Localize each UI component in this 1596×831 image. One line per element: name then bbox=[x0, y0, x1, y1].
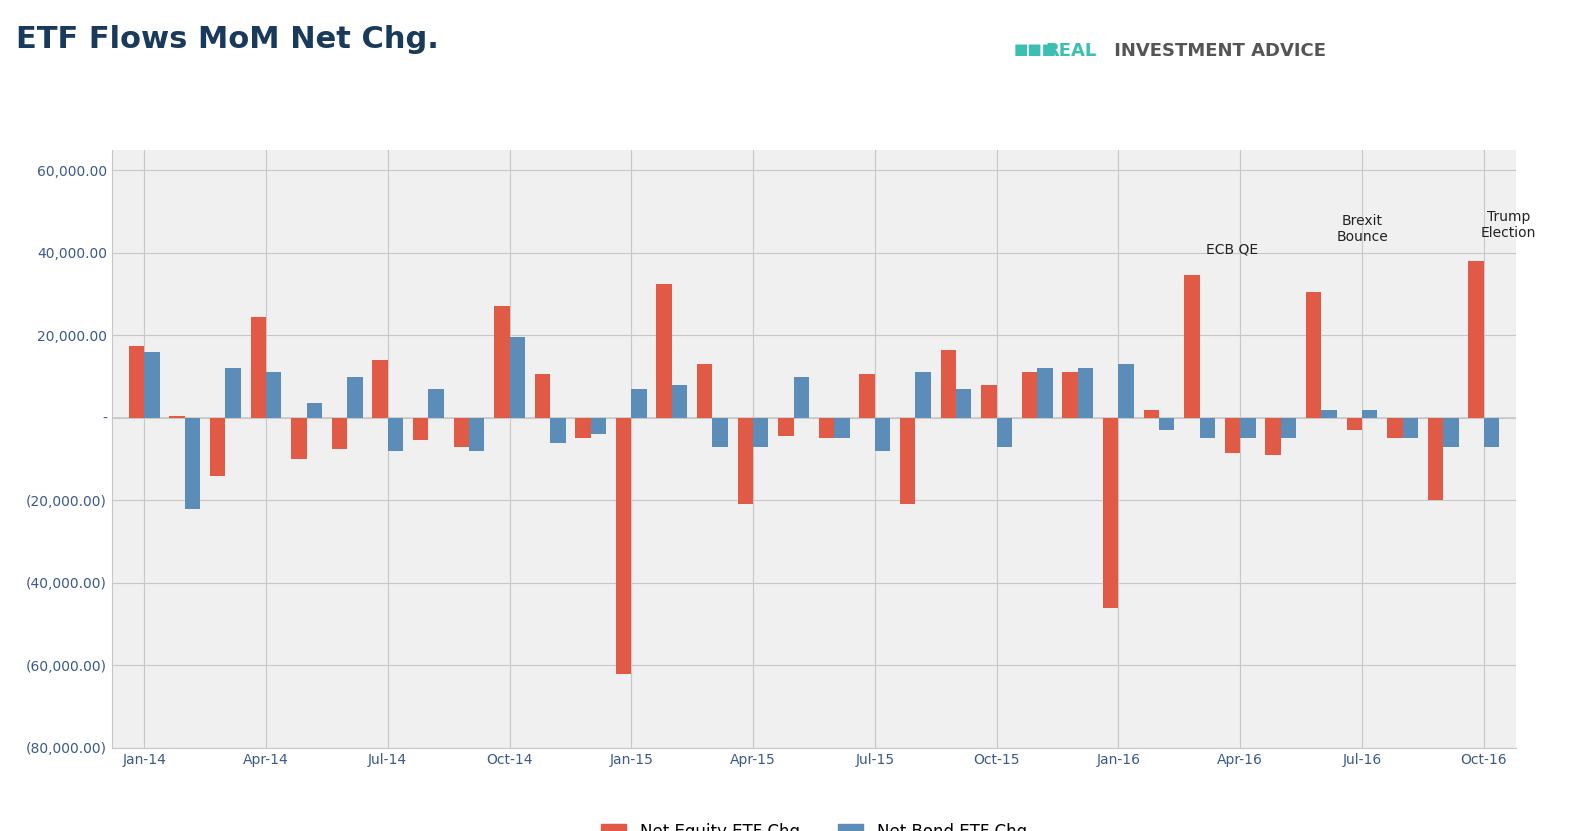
Bar bbox=[956, 389, 972, 418]
Bar bbox=[1144, 410, 1159, 418]
Legend: Net Equity ETF Chg., Net Bond ETF Chg: Net Equity ETF Chg., Net Bond ETF Chg bbox=[602, 824, 1026, 831]
Bar bbox=[1280, 418, 1296, 439]
Bar bbox=[737, 418, 753, 504]
Bar bbox=[875, 418, 891, 450]
Text: REAL: REAL bbox=[1045, 42, 1096, 60]
Bar bbox=[348, 376, 362, 418]
Bar bbox=[225, 368, 241, 418]
Bar bbox=[1021, 372, 1037, 418]
Bar bbox=[428, 389, 444, 418]
Bar bbox=[169, 416, 185, 418]
Text: ECB QE: ECB QE bbox=[1207, 243, 1259, 257]
Text: ETF Flows MoM Net Chg.: ETF Flows MoM Net Chg. bbox=[16, 25, 439, 54]
Bar bbox=[940, 350, 956, 418]
Bar bbox=[859, 375, 875, 418]
Bar bbox=[632, 389, 646, 418]
Bar bbox=[1200, 418, 1215, 439]
Bar bbox=[712, 418, 728, 447]
Bar bbox=[332, 418, 348, 449]
Bar bbox=[1063, 372, 1077, 418]
Bar bbox=[129, 346, 144, 418]
Bar bbox=[211, 418, 225, 475]
Bar bbox=[982, 385, 996, 418]
Bar bbox=[1321, 410, 1337, 418]
Bar bbox=[1387, 418, 1403, 439]
Bar bbox=[819, 418, 835, 439]
Bar bbox=[1103, 418, 1119, 607]
Bar bbox=[290, 418, 306, 459]
Bar bbox=[1361, 410, 1377, 418]
Bar bbox=[793, 376, 809, 418]
Bar bbox=[144, 352, 160, 418]
Bar bbox=[469, 418, 484, 450]
Bar bbox=[996, 418, 1012, 447]
Bar bbox=[591, 418, 606, 435]
Bar bbox=[1403, 418, 1417, 439]
Text: INVESTMENT ADVICE: INVESTMENT ADVICE bbox=[1108, 42, 1326, 60]
Text: Trump
Election: Trump Election bbox=[1481, 210, 1537, 240]
Text: ■■■: ■■■ bbox=[1013, 42, 1057, 57]
Bar bbox=[753, 418, 769, 447]
Bar bbox=[1443, 418, 1459, 447]
Bar bbox=[1240, 418, 1256, 439]
Bar bbox=[267, 372, 281, 418]
Bar bbox=[1159, 418, 1175, 430]
Text: Brexit
Bounce: Brexit Bounce bbox=[1336, 214, 1389, 244]
Bar bbox=[1484, 418, 1499, 447]
Bar bbox=[1428, 418, 1443, 500]
Bar bbox=[453, 418, 469, 447]
Bar bbox=[551, 418, 565, 443]
Bar bbox=[835, 418, 849, 439]
Bar bbox=[916, 372, 930, 418]
Bar bbox=[1347, 418, 1361, 430]
Bar bbox=[251, 317, 267, 418]
Bar bbox=[535, 375, 551, 418]
Bar bbox=[388, 418, 404, 450]
Bar bbox=[1119, 364, 1133, 418]
Bar bbox=[697, 364, 712, 418]
Bar bbox=[495, 307, 509, 418]
Bar bbox=[509, 337, 525, 418]
Bar bbox=[656, 283, 672, 418]
Bar bbox=[306, 403, 322, 418]
Bar bbox=[185, 418, 200, 509]
Bar bbox=[1224, 418, 1240, 453]
Bar bbox=[1266, 418, 1280, 455]
Bar bbox=[1077, 368, 1093, 418]
Bar bbox=[1306, 292, 1321, 418]
Bar bbox=[413, 418, 428, 440]
Bar bbox=[1468, 261, 1484, 418]
Bar bbox=[372, 360, 388, 418]
Bar bbox=[616, 418, 632, 674]
Bar bbox=[779, 418, 793, 436]
Bar bbox=[1184, 275, 1200, 418]
Bar bbox=[575, 418, 591, 439]
Bar bbox=[900, 418, 916, 504]
Bar bbox=[672, 385, 688, 418]
Bar bbox=[1037, 368, 1053, 418]
